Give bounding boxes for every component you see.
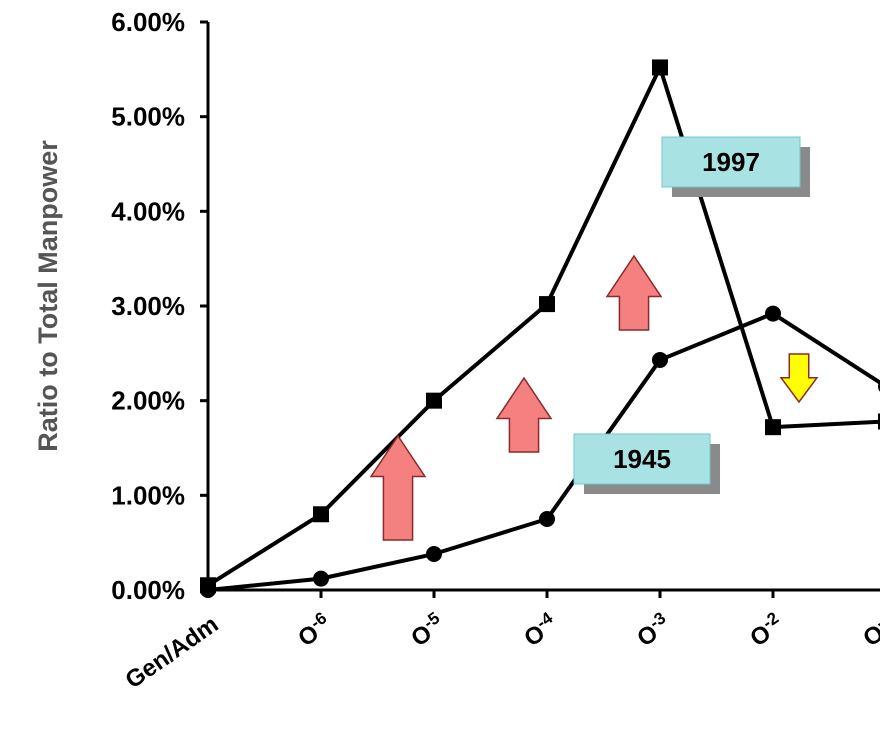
y-tick-label: 6.00%	[111, 7, 185, 37]
point-1997	[765, 419, 781, 435]
y-tick-label: 3.00%	[111, 291, 185, 321]
up-arrow-icon	[607, 256, 661, 330]
point-1945	[765, 306, 781, 322]
series-line-1945	[208, 314, 880, 590]
callout-label: 1997	[702, 147, 760, 177]
y-tick-label: 1.00%	[111, 480, 185, 510]
x-tick-label: O-2	[744, 608, 789, 652]
point-1997	[539, 296, 555, 312]
y-tick-group: 0.00% 1.00% 2.00% 3.00% 4.00% 5.00% 6.00%	[111, 7, 208, 605]
point-1997	[652, 59, 668, 75]
y-tick-label: 5.00%	[111, 102, 185, 132]
x-tick-label: Gen/Adm	[121, 611, 224, 694]
x-tick-label: O-3	[631, 608, 676, 652]
x-tick-label: O-4	[518, 608, 563, 652]
y-tick-label: 4.00%	[111, 196, 185, 226]
point-1997	[426, 393, 442, 409]
up-arrow-icon	[371, 436, 425, 540]
up-arrow-icon	[497, 378, 551, 452]
x-tick-group: Gen/Adm O-6 O-5 O-4 O-3 O-2 O-1	[121, 590, 880, 694]
y-tick-label: 2.00%	[111, 386, 185, 416]
point-1945	[539, 511, 555, 527]
point-1997	[313, 506, 329, 522]
callout-label: 1945	[613, 444, 671, 474]
point-1945	[313, 571, 329, 587]
point-1945	[426, 546, 442, 562]
point-1945	[200, 582, 216, 598]
y-axis-title: Ratio to Total Manpower	[33, 140, 63, 452]
x-tick-label: O-1	[857, 608, 880, 652]
point-1945	[652, 352, 668, 368]
x-tick-label: O-6	[292, 608, 337, 652]
down-arrow-icon	[781, 354, 817, 402]
x-tick-label: O-5	[405, 608, 450, 652]
y-tick-label: 0.00%	[111, 575, 185, 605]
